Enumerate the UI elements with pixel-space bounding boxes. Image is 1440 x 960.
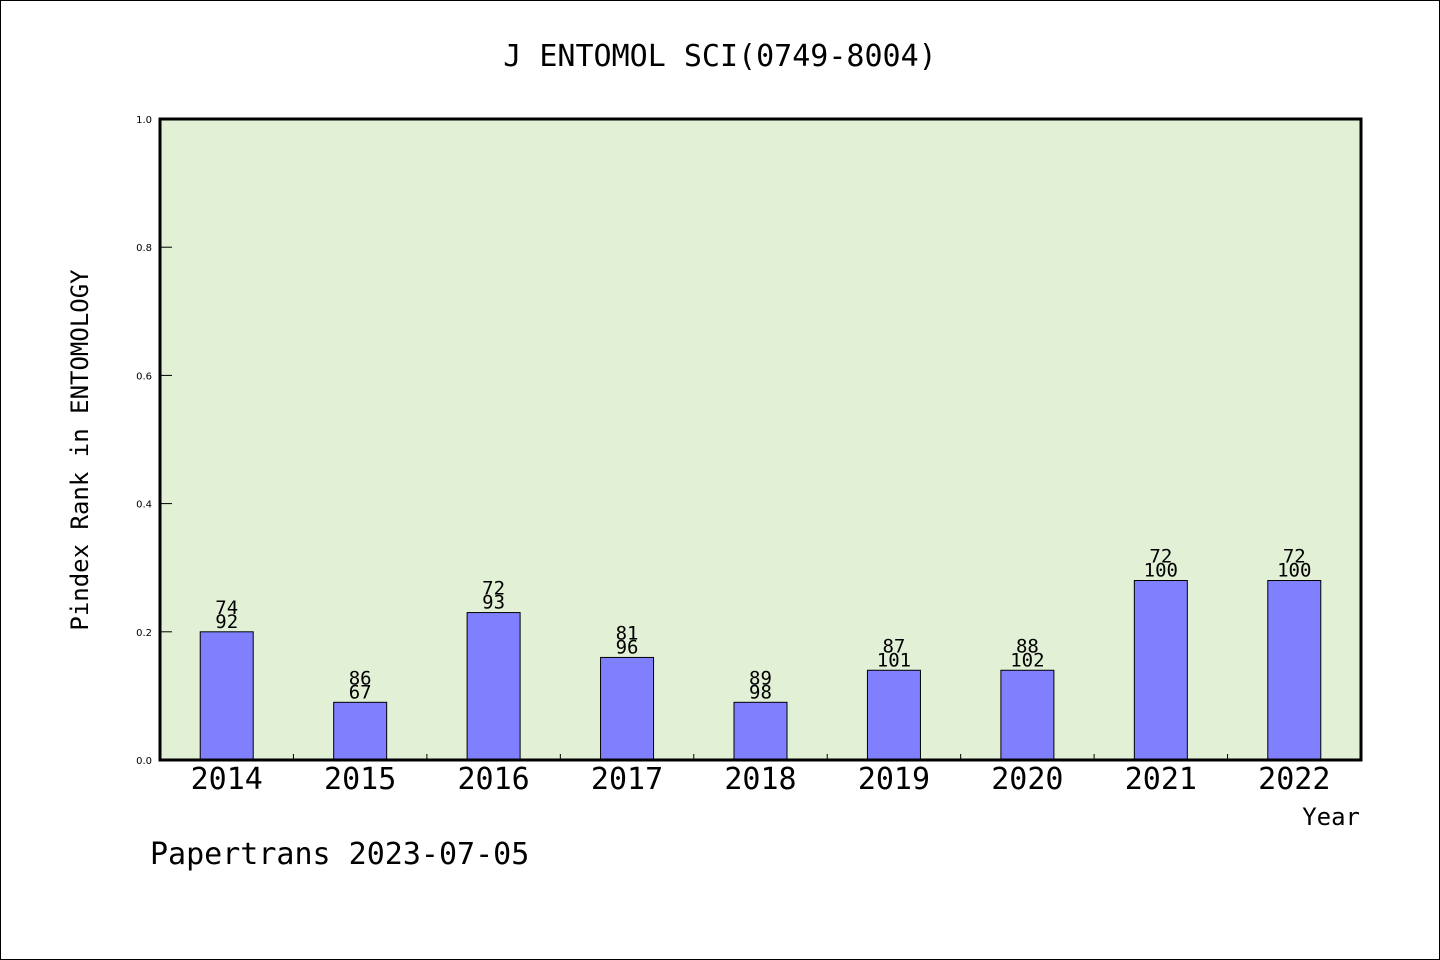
bar-label-bottom: 93 bbox=[482, 592, 505, 614]
bar-2017 bbox=[600, 656, 655, 761]
bar-label-bottom: 100 bbox=[1277, 560, 1311, 582]
bar-label-top: 89 bbox=[749, 667, 772, 689]
bar-2018 bbox=[733, 701, 788, 761]
bar-label-top: 81 bbox=[616, 622, 639, 644]
chart-title: J ENTOMOL SCI(0749-8004) bbox=[503, 39, 936, 74]
x-tick-label: 2015 bbox=[324, 762, 396, 797]
x-tick-label: 2018 bbox=[724, 762, 796, 797]
x-tick-label: 2020 bbox=[991, 762, 1063, 797]
bar-2014 bbox=[199, 631, 254, 761]
footer-credit: Papertrans 2023-07-05 bbox=[150, 837, 529, 872]
y-axis: 0.0 0.2 0.4 0.6 0.8 1.0 bbox=[136, 115, 172, 767]
bar-label-top: 88 bbox=[1016, 635, 1039, 657]
bar-label-bottom: 96 bbox=[616, 636, 639, 658]
bar-label-bottom: 98 bbox=[749, 681, 772, 703]
bar-2020 bbox=[1000, 669, 1055, 761]
x-tick-label: 2017 bbox=[591, 762, 663, 797]
y-axis-label: Pindex Rank in ENTOMOLOGY bbox=[66, 269, 94, 631]
bar-label-top: 86 bbox=[349, 667, 372, 689]
plot-border bbox=[158, 117, 1363, 762]
y-tick-label: 0.0 bbox=[136, 756, 152, 767]
bar-label-top: 74 bbox=[215, 597, 238, 619]
x-tick-label: 2016 bbox=[457, 762, 529, 797]
bar-2016 bbox=[466, 612, 521, 761]
x-axis-label: Year bbox=[1302, 803, 1360, 831]
y-tick-label: 0.2 bbox=[136, 628, 152, 639]
x-tick-label: 2022 bbox=[1258, 762, 1330, 797]
y-tick-label: 0.8 bbox=[136, 243, 152, 254]
x-axis: 2014 2015 2016 2017 2018 2019 2020 2021 2022 bbox=[191, 754, 1330, 797]
bar-label-top: 72 bbox=[1149, 546, 1172, 568]
bar-2022 bbox=[1267, 580, 1322, 761]
y-tick-label: 0.4 bbox=[136, 500, 152, 511]
bar-label-bottom: 67 bbox=[349, 681, 372, 703]
bar-label-top: 72 bbox=[482, 578, 505, 600]
y-tick-label: 0.6 bbox=[136, 371, 152, 382]
bar-label-bottom: 92 bbox=[215, 611, 238, 633]
bar-label-top: 72 bbox=[1283, 546, 1306, 568]
x-tick-label: 2014 bbox=[191, 762, 263, 797]
bar-label-top: 87 bbox=[882, 635, 905, 657]
bar-label-bottom: 101 bbox=[877, 649, 911, 671]
bar-2015 bbox=[333, 701, 388, 761]
bar-2019 bbox=[866, 669, 921, 761]
bar-2021 bbox=[1133, 580, 1188, 761]
y-tick-label: 1.0 bbox=[136, 115, 152, 126]
bar-label-bottom: 100 bbox=[1144, 560, 1178, 582]
x-tick-label: 2019 bbox=[858, 762, 930, 797]
x-tick-label: 2021 bbox=[1125, 762, 1197, 797]
bar-label-bottom: 102 bbox=[1010, 649, 1044, 671]
